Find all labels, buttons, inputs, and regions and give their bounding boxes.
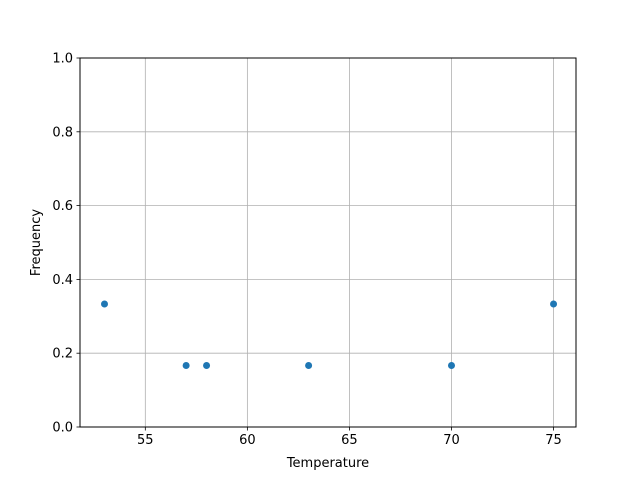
y-tick-label: 1.0 xyxy=(52,52,73,67)
y-tick-label: 0.2 xyxy=(52,347,73,362)
data-point xyxy=(550,300,558,308)
x-axis-label: Temperature xyxy=(286,456,369,471)
ticks: 55 60 65 70 75 0.0 0.2 0.4 0.6 0.8 1.0 xyxy=(52,52,562,449)
data-point xyxy=(447,361,455,369)
y-axis-label: Frequency xyxy=(29,209,44,276)
x-tick-label: 55 xyxy=(137,433,154,448)
points xyxy=(100,300,558,369)
x-tick-label: 60 xyxy=(239,433,256,448)
data-point xyxy=(203,361,211,369)
y-tick-label: 0.4 xyxy=(52,273,73,288)
x-tick-label: 65 xyxy=(341,433,358,448)
x-tick-label: 70 xyxy=(443,433,460,448)
grid xyxy=(80,57,576,428)
data-point xyxy=(182,361,190,369)
data-point xyxy=(100,300,108,308)
plot-frame xyxy=(79,57,577,428)
x-tick-label: 75 xyxy=(545,433,562,448)
data-point xyxy=(305,361,313,369)
y-tick-label: 0.6 xyxy=(52,199,73,214)
y-tick-label: 0.8 xyxy=(52,125,73,140)
y-tick-label: 0.0 xyxy=(52,421,73,436)
